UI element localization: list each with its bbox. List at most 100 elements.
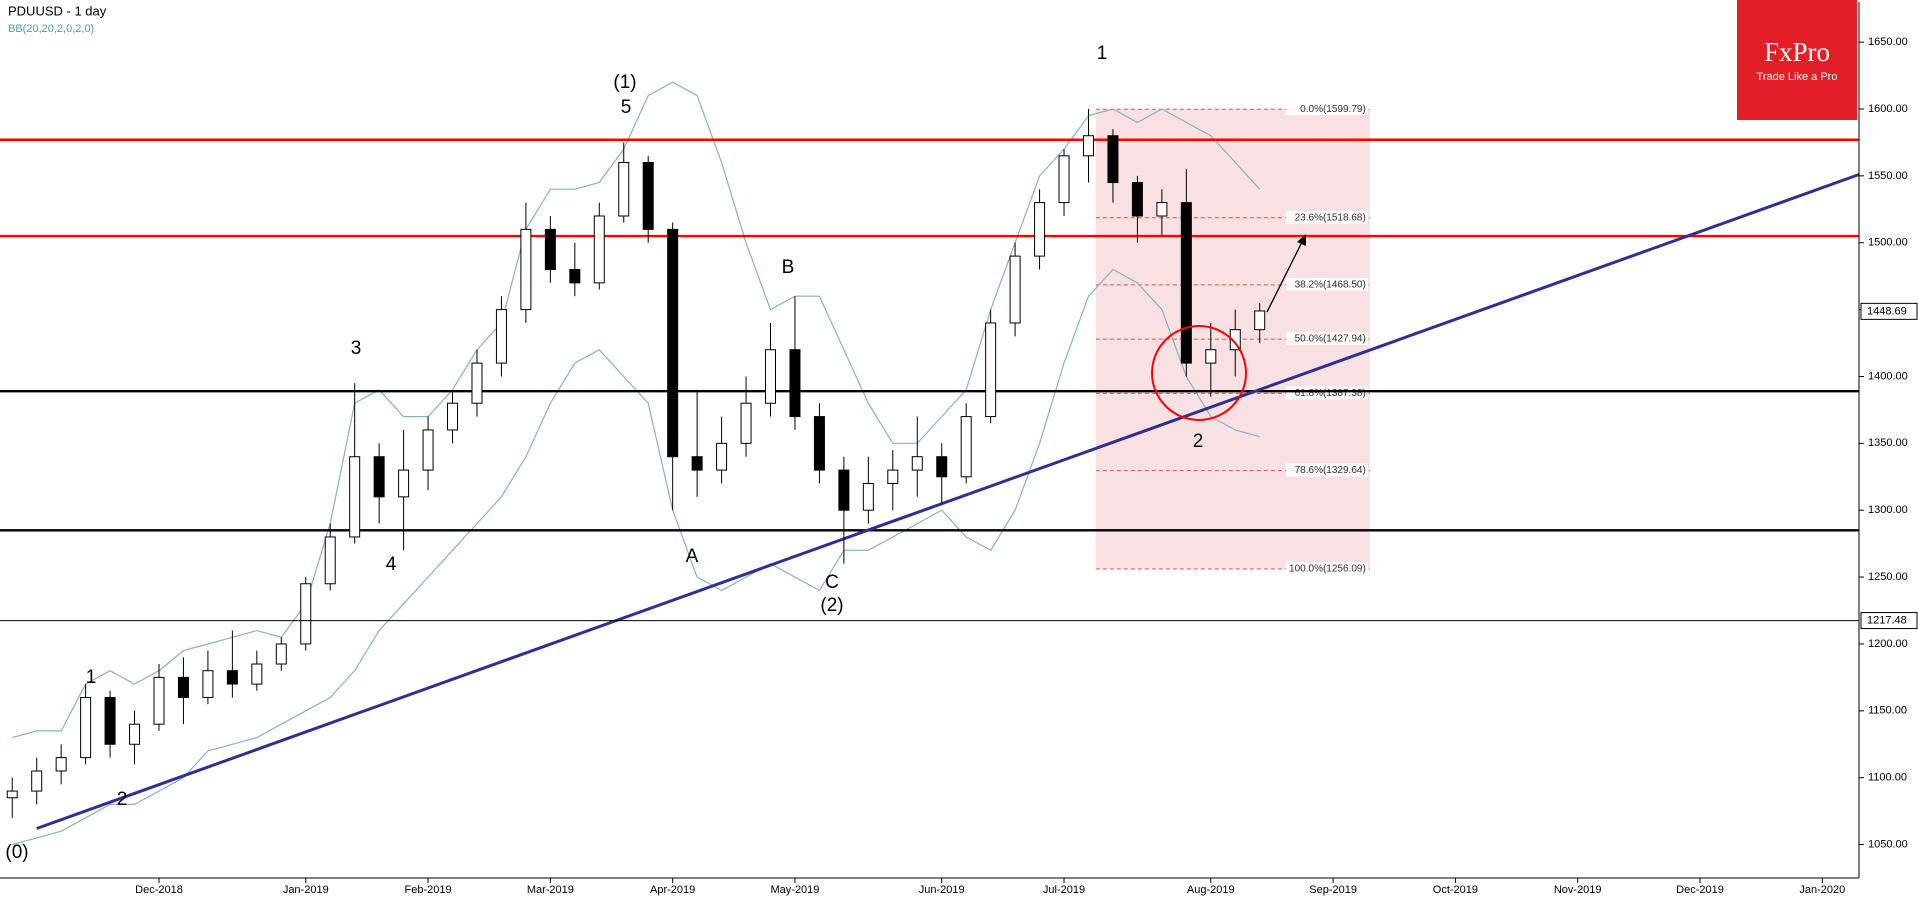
fib-label-bg bbox=[1285, 561, 1368, 575]
y-tick-label: 1500.00 bbox=[1868, 237, 1908, 249]
candle-body bbox=[520, 228, 532, 311]
wave-label: (2) bbox=[820, 595, 843, 616]
brand-tagline: Trade Like a Pro bbox=[1757, 71, 1838, 83]
candle-body bbox=[1131, 182, 1143, 217]
highlight-circle bbox=[1151, 325, 1247, 421]
wave-label: (1) bbox=[613, 72, 636, 93]
candle-body bbox=[31, 770, 43, 792]
candle-body bbox=[960, 416, 972, 478]
fib-label: 78.6%(1329.64) bbox=[1295, 465, 1366, 476]
indicator-label: BB(20,20,2,0,2,0) bbox=[8, 23, 94, 35]
candle-body bbox=[593, 215, 605, 284]
fib-label-bg bbox=[1285, 386, 1368, 400]
fib-label: 23.6%(1518.68) bbox=[1295, 212, 1366, 223]
candle-body bbox=[1009, 255, 1021, 324]
candle-body bbox=[1034, 202, 1046, 257]
candle-body bbox=[1205, 349, 1217, 364]
fib-label: 50.0%(1427.94) bbox=[1295, 334, 1366, 345]
candle-body bbox=[398, 469, 410, 498]
fib-label: 0.0%(1599.79) bbox=[1300, 104, 1366, 115]
wave-label: 1 bbox=[86, 667, 97, 688]
wave-label: 3 bbox=[351, 338, 362, 359]
bollinger-band bbox=[12, 268, 1260, 846]
y-tick-label: 1350.00 bbox=[1868, 437, 1908, 449]
y-tick-label: 1050.00 bbox=[1868, 838, 1908, 850]
candle-body bbox=[765, 349, 777, 404]
candle-body bbox=[422, 429, 434, 471]
wave-label: (0) bbox=[5, 842, 28, 863]
price-marker-label: 1448.69 bbox=[1867, 305, 1907, 317]
x-tick-label: Feb-2019 bbox=[405, 884, 452, 896]
candle-body bbox=[667, 228, 679, 458]
x-tick-label: Dec-2019 bbox=[1676, 884, 1724, 896]
x-tick-label: Jun-2019 bbox=[919, 884, 965, 896]
candle-body bbox=[544, 228, 556, 270]
candle-body bbox=[177, 676, 189, 698]
price-marker-box bbox=[1860, 612, 1918, 630]
wave-label: C bbox=[825, 572, 839, 593]
candle-body bbox=[642, 161, 654, 230]
candle-body bbox=[740, 402, 752, 444]
y-tick-label: 1550.00 bbox=[1868, 170, 1908, 182]
wave-label: 1 bbox=[1097, 43, 1108, 64]
target-arrow bbox=[1266, 239, 1304, 313]
candle-body bbox=[813, 416, 825, 471]
brand-name: FxPro bbox=[1764, 37, 1830, 67]
wave-label: 2 bbox=[1193, 431, 1204, 452]
fib-label-bg bbox=[1285, 210, 1368, 224]
y-tick-label: 1400.00 bbox=[1868, 370, 1908, 382]
candle-body bbox=[226, 670, 238, 685]
candle-body bbox=[447, 402, 459, 431]
x-tick-label: Mar-2019 bbox=[527, 884, 574, 896]
candle-body bbox=[324, 536, 336, 585]
candle-body bbox=[716, 442, 728, 471]
y-tick-label: 1250.00 bbox=[1868, 571, 1908, 583]
candle-body bbox=[887, 469, 899, 484]
x-tick-label: Aug-2019 bbox=[1187, 884, 1235, 896]
wave-label: B bbox=[782, 257, 795, 278]
x-tick-label: Jul-2019 bbox=[1043, 884, 1085, 896]
chart-title: PDUUSD - 1 day bbox=[8, 3, 107, 18]
candle-body bbox=[691, 456, 703, 471]
candle-body bbox=[80, 696, 92, 759]
candle-body bbox=[471, 362, 483, 404]
x-tick-label: Oct-2019 bbox=[1433, 884, 1478, 896]
candle-body bbox=[1229, 329, 1241, 351]
candle-body bbox=[349, 456, 361, 538]
candle-body bbox=[104, 696, 116, 745]
x-tick-label: Jan-2019 bbox=[283, 884, 329, 896]
candle-body bbox=[618, 161, 630, 217]
candle-body bbox=[789, 349, 801, 418]
wave-label: A bbox=[686, 546, 699, 567]
candle-body bbox=[251, 663, 263, 685]
y-tick-label: 1600.00 bbox=[1868, 103, 1908, 115]
fib-label: 61.8%(1387.38) bbox=[1295, 388, 1366, 399]
candle-body bbox=[1254, 310, 1266, 331]
candle-body bbox=[55, 757, 67, 772]
x-tick-label: Dec-2018 bbox=[135, 884, 183, 896]
x-tick-label: May-2019 bbox=[771, 884, 820, 896]
x-tick-label: Apr-2019 bbox=[650, 884, 695, 896]
fib-label: 100.0%(1256.09) bbox=[1289, 564, 1366, 575]
y-tick-label: 1650.00 bbox=[1868, 36, 1908, 48]
arrow-head bbox=[1297, 234, 1306, 246]
candle-body bbox=[300, 583, 312, 645]
candle-body bbox=[202, 670, 214, 698]
wave-label: 4 bbox=[386, 554, 397, 575]
y-tick-label: 1150.00 bbox=[1868, 705, 1907, 717]
candle-body bbox=[1082, 135, 1094, 157]
price-marker-label: 1217.48 bbox=[1867, 614, 1907, 626]
wave-label: 2 bbox=[117, 789, 128, 810]
candle-body bbox=[838, 469, 850, 511]
candle-body bbox=[862, 482, 874, 511]
fib-label-bg bbox=[1285, 332, 1368, 346]
candle-body bbox=[936, 456, 948, 478]
y-tick-label: 1200.00 bbox=[1868, 638, 1908, 650]
y-tick-label: 1300.00 bbox=[1868, 504, 1908, 516]
trendline bbox=[36, 173, 1860, 830]
x-tick-label: Jan-2020 bbox=[1799, 884, 1845, 896]
candle-body bbox=[373, 456, 385, 498]
fib-label-bg bbox=[1285, 277, 1368, 291]
candle-body bbox=[495, 309, 507, 364]
